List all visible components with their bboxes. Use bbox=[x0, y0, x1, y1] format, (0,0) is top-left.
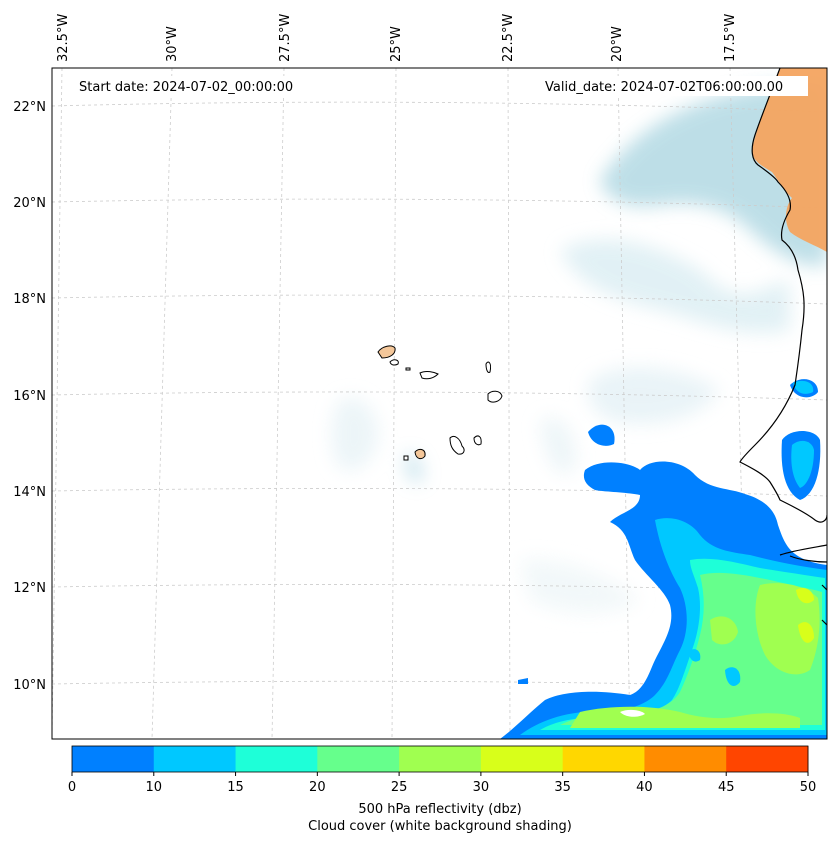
colorbar: 0 10 15 20 25 30 35 40 45 50 500 hPa reflectivity… bbox=[68, 745, 816, 834]
lon-label-22-5w: 22.5°W bbox=[501, 14, 516, 62]
colorbar-border bbox=[71, 745, 809, 773]
colorbar-tick-label: 30 bbox=[473, 780, 490, 795]
colorbar-ticks: 0 10 15 20 25 30 35 40 45 50 bbox=[68, 772, 816, 795]
lat-label-20n: 20°N bbox=[13, 196, 46, 211]
reflectivity-field bbox=[500, 379, 827, 739]
colorbar-tick-label: 20 bbox=[309, 780, 326, 795]
colorbar-tick-label: 10 bbox=[146, 780, 163, 795]
island-maio bbox=[473, 435, 482, 446]
colorbar-tick-label: 45 bbox=[718, 780, 735, 795]
lon-label-25w: 25°W bbox=[389, 26, 404, 62]
lat-label-22n: 22°N bbox=[13, 100, 46, 115]
valid-date-box bbox=[540, 76, 808, 96]
colorbar-swatch bbox=[399, 746, 482, 772]
date-annotations: Start date: 2024-07-02_00:00:00 Valid_da… bbox=[74, 76, 808, 96]
start-date-text: Start date: 2024-07-02_00:00:00 bbox=[79, 80, 293, 95]
colorbar-tick-label: 15 bbox=[227, 780, 244, 795]
lat-label-14n: 14°N bbox=[13, 485, 46, 500]
start-date-box bbox=[74, 76, 314, 96]
island-santa-luzia bbox=[405, 367, 411, 371]
colorbar-swatch bbox=[153, 746, 237, 772]
cape-verde-islands bbox=[377, 345, 503, 461]
island-brava bbox=[403, 455, 409, 461]
lon-label-27-5w: 27.5°W bbox=[278, 14, 293, 62]
colorbar-swatch bbox=[480, 746, 564, 772]
latitude-labels: 22°N 20°N 18°N 16°N 14°N 12°N 10°N bbox=[13, 100, 46, 693]
island-boa-vista bbox=[487, 390, 503, 403]
lat-label-16n: 16°N bbox=[13, 389, 46, 404]
island-santo-antao bbox=[377, 345, 396, 359]
lat-label-10n: 10°N bbox=[13, 678, 46, 693]
island-sal bbox=[485, 361, 491, 373]
lat-label-18n: 18°N bbox=[13, 292, 46, 307]
colorbar-swatches bbox=[72, 746, 809, 772]
colorbar-swatch bbox=[317, 746, 400, 772]
colorbar-tick-label: 0 bbox=[68, 780, 76, 795]
island-sao-nicolau bbox=[419, 370, 439, 380]
colorbar-tick-label: 40 bbox=[636, 780, 653, 795]
island-fogo bbox=[414, 448, 426, 460]
valid-date-text: Valid_date: 2024-07-02T06:00:00.00 bbox=[545, 80, 783, 95]
map-content bbox=[52, 68, 827, 739]
lon-label-17-5w: 17.5°W bbox=[723, 14, 738, 62]
colorbar-label-cloud: Cloud cover (white background shading) bbox=[308, 819, 572, 834]
coastline bbox=[739, 68, 827, 626]
colorbar-swatch bbox=[562, 746, 645, 772]
lon-label-20w: 20°W bbox=[610, 26, 625, 62]
colorbar-swatch bbox=[644, 746, 727, 772]
colorbar-label-reflectivity: 500 hPa reflectivity (dbz) bbox=[358, 802, 521, 817]
island-sao-vicente bbox=[389, 359, 399, 366]
island-santiago bbox=[449, 435, 465, 455]
map-border bbox=[51, 67, 828, 740]
colorbar-tick-label: 25 bbox=[391, 780, 408, 795]
lon-label-32-5w: 32.5°W bbox=[56, 14, 71, 62]
colorbar-tick-label: 35 bbox=[554, 780, 571, 795]
colorbar-swatch bbox=[235, 746, 318, 772]
african-land bbox=[752, 68, 827, 252]
lon-label-30w: 30°W bbox=[165, 26, 180, 62]
longitude-labels: 32.5°W 30°W 27.5°W 25°W 22.5°W 20°W 17.5… bbox=[56, 14, 738, 62]
colorbar-tick-label: 50 bbox=[800, 780, 817, 795]
colorbar-swatch bbox=[726, 746, 809, 772]
colorbar-swatch bbox=[72, 746, 155, 772]
lat-label-12n: 12°N bbox=[13, 581, 46, 596]
